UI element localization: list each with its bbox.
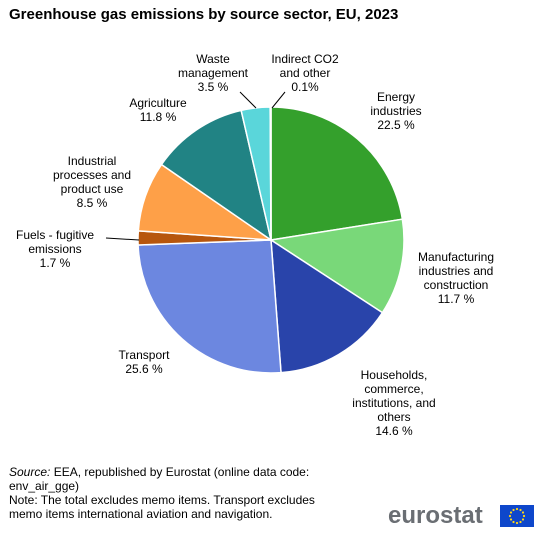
slice-label-manufacturing: Manufacturing industries and construction 1… [417,250,495,306]
logo-text: eurostat [388,502,483,529]
slice-label-agriculture: Agriculture 11.8 % [129,96,187,124]
leader-line-waste-management [239,91,257,109]
eu-flag-icon [500,505,534,527]
source-text: EEA, republished by Eurostat (online dat… [50,465,310,479]
slice-label-industrial-processes: Industrial processes and product use 8.5 % [52,154,132,210]
slice-label-transport: Transport 25.6 % [118,348,170,376]
source-label: Source: [9,465,51,479]
leader-line-fuels-fugitive [105,237,140,241]
chart-title: Greenhouse gas emissions by source secto… [9,6,399,23]
slice-label-indirect-co2: Indirect CO2 and other 0.1% [271,52,339,94]
leader-line-indirect-co2 [271,91,286,109]
pie-slice-2 [270,238,384,374]
pie-slice-8 [269,106,272,241]
pie-slice-0 [270,106,404,241]
pie-chart [105,91,405,374]
pie-slice-3 [137,239,282,374]
slice-label-energy-industries: Energy industries 22.5 % [370,90,422,132]
slice-label-households: Households, commerce, institutions, and oth… [352,368,436,438]
pie-slice-1 [268,218,405,314]
source-code: env_air_gge) [9,479,80,493]
footer-note: Note: The total excludes memo items. Tra… [9,493,315,507]
slice-label-waste-management: Waste management 3.5 % [177,52,249,94]
slice-label-fuels-fugitive: Fuels - fugitive emissions 1.7 % [15,228,95,270]
footer-note-2: memo items international aviation and na… [9,507,273,521]
chart-footer: Source: EEA, republished by Eurostat (on… [9,465,315,521]
pie-slice-6 [160,109,273,242]
